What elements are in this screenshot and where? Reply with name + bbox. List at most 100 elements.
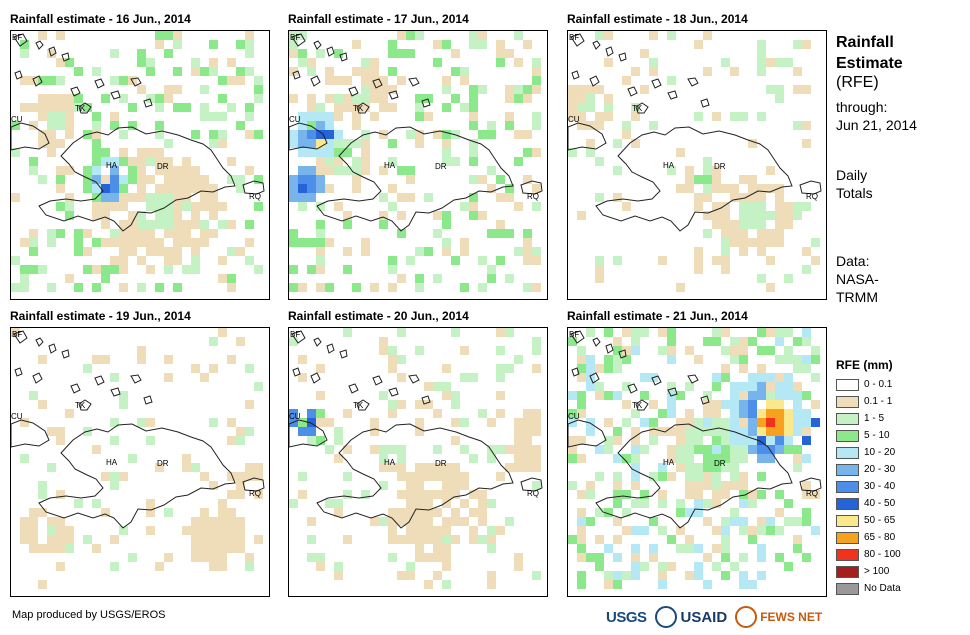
- bahamas-outline: [700, 395, 710, 405]
- rainfall-cell: [334, 454, 343, 463]
- legend-label: 0.1 - 1: [864, 396, 893, 407]
- rainfall-cell: [101, 238, 110, 247]
- rainfall-cell: [361, 103, 370, 112]
- rainfall-cell: [254, 463, 263, 472]
- rainfall-cell: [757, 364, 766, 373]
- rainfall-cell: [523, 238, 532, 247]
- rainfall-cell: [451, 535, 460, 544]
- rainfall-cell: [802, 418, 811, 427]
- rainfall-cell: [289, 238, 298, 247]
- bahamas-outline: [14, 367, 23, 377]
- rainfall-cell: [334, 202, 343, 211]
- rainfall-cell: [415, 130, 424, 139]
- rainfall-cell: [451, 418, 460, 427]
- rainfall-cell: [649, 121, 658, 130]
- rainfall-cell: [379, 481, 388, 490]
- rainfall-cell: [460, 283, 469, 292]
- turks-caicos-outline: [356, 102, 370, 114]
- rainfall-cell: [316, 256, 325, 265]
- rainfall-cell: [173, 40, 182, 49]
- rainfall-cell: [703, 166, 712, 175]
- rainfall-cell: [442, 526, 451, 535]
- rainfall-cell: [730, 67, 739, 76]
- rainfall-cell: [218, 139, 227, 148]
- rainfall-cell: [478, 508, 487, 517]
- rainfall-cell: [227, 58, 236, 67]
- rainfall-cell: [613, 580, 622, 589]
- rainfall-cell: [92, 238, 101, 247]
- rainfall-cell: [388, 526, 397, 535]
- legend-swatch: [836, 412, 859, 425]
- rainfall-cell: [523, 130, 532, 139]
- rainfall-cell: [478, 517, 487, 526]
- rainfall-cell: [415, 526, 424, 535]
- bahamas-outline: [339, 52, 348, 62]
- rainfall-cell: [577, 517, 586, 526]
- rainfall-cell: [182, 454, 191, 463]
- rainfall-cell: [218, 544, 227, 553]
- legend-label: 65 - 80: [864, 532, 896, 543]
- rainfall-cell: [137, 148, 146, 157]
- rainfall-cell: [191, 265, 200, 274]
- rainfall-cell: [757, 409, 766, 418]
- rainfall-cell: [92, 148, 101, 157]
- rainfall-cell: [730, 454, 739, 463]
- rainfall-cell: [101, 265, 110, 274]
- rainfall-cell: [254, 472, 263, 481]
- rainfall-cell: [173, 202, 182, 211]
- coastline-outlines: [289, 330, 543, 529]
- rainfall-cell: [811, 490, 820, 499]
- rainfall-cell: [577, 553, 586, 562]
- rainfall-cell: [20, 49, 29, 58]
- rainfall-cell: [227, 175, 236, 184]
- rainfall-cell: [83, 535, 92, 544]
- rainfall-cell: [748, 211, 757, 220]
- rainfall-cell: [56, 202, 65, 211]
- rainfall-cell: [712, 463, 721, 472]
- rainfall-cell: [56, 544, 65, 553]
- rainfall-cell: [334, 76, 343, 85]
- rainfall-cell: [343, 265, 352, 274]
- rainfall-cell: [712, 544, 721, 553]
- country-label-bf: BF: [569, 33, 579, 42]
- rainfall-cell: [397, 535, 406, 544]
- hispaniola-outline: [38, 423, 236, 529]
- bahamas-outline: [408, 77, 420, 87]
- rainfall-cell: [379, 337, 388, 346]
- rainfall-cell: [307, 94, 316, 103]
- rainfall-cell: [793, 40, 802, 49]
- rainfall-cell: [298, 112, 307, 121]
- rainfall-cell: [101, 157, 110, 166]
- country-label-dr: DR: [157, 459, 169, 468]
- bahamas-outline: [592, 337, 601, 347]
- rainfall-cell: [415, 427, 424, 436]
- rainfall-cell: [496, 445, 505, 454]
- rainfall-cell: [784, 436, 793, 445]
- hispaniola-outline: [595, 423, 793, 529]
- rainfall-cell: [766, 409, 775, 418]
- cuba-outline: [289, 419, 328, 448]
- rainfall-cell: [478, 31, 487, 40]
- rainfall-cell: [137, 58, 146, 67]
- rainfall-cell: [65, 130, 74, 139]
- hispaniola-outline: [316, 126, 514, 232]
- rainfall-cell: [173, 247, 182, 256]
- rainfall-cell: [577, 103, 586, 112]
- rainfall-cell: [388, 535, 397, 544]
- rainfall-cell: [811, 373, 820, 382]
- rainfall-cell: [83, 184, 92, 193]
- rainfall-cell: [514, 562, 523, 571]
- bahamas-outline: [651, 78, 662, 89]
- rainfall-cell: [155, 31, 164, 40]
- rainfall-cell: [164, 94, 173, 103]
- rainfall-cell: [406, 562, 415, 571]
- rainfall-cell: [289, 49, 298, 58]
- rainfall-cell: [424, 193, 433, 202]
- rainfall-cell: [209, 229, 218, 238]
- rainfall-cell: [65, 274, 74, 283]
- rainfall-cell: [146, 202, 155, 211]
- rainfall-cell: [532, 58, 541, 67]
- rainfall-cell: [604, 391, 613, 400]
- rainfall-cell: [793, 427, 802, 436]
